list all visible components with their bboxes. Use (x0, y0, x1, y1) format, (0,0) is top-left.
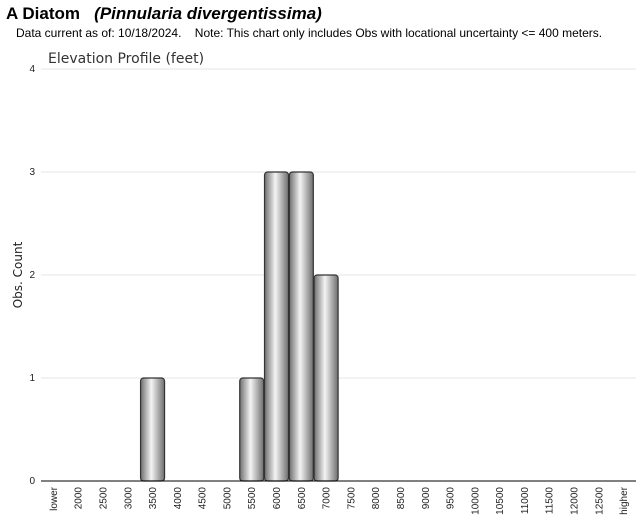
data-current-date: Data current as of: 10/18/2024. (16, 26, 182, 40)
bar-6000 (263, 171, 290, 482)
x-tick-label: 7500 (346, 487, 357, 510)
species-scientific-name: (Pinnularia divergentissima) (94, 4, 322, 23)
x-tick-label: 6000 (272, 487, 283, 510)
y-tick-label: 4 (29, 64, 35, 75)
y-axis-label: Obs. Count (11, 241, 25, 308)
x-tick-label: 12500 (594, 487, 605, 515)
x-tick-label: 4000 (173, 487, 184, 510)
x-tick-label: 3000 (123, 487, 134, 510)
y-tick-label: 0 (29, 476, 35, 487)
x-tick-label: 9500 (446, 487, 457, 510)
bars (139, 171, 339, 482)
x-tick-labels: lower 2000 2500 3000 3500 4000 4500 5000 5500 600… (49, 486, 630, 514)
grid-lines (41, 68, 636, 379)
species-common-name: A Diatom (6, 4, 80, 23)
chart-header-title: A Diatom (Pinnularia divergentissima) (6, 4, 322, 24)
x-tick-label: 9000 (421, 487, 432, 510)
x-tick-label: 3500 (148, 487, 159, 510)
x-tick-label: 10000 (470, 487, 481, 515)
x-tick-label: 5000 (222, 487, 233, 510)
x-tick-label: 11500 (545, 487, 556, 515)
y-tick-label: 1 (29, 373, 35, 384)
bar-3500 (139, 377, 166, 482)
x-tick-label: 2500 (98, 487, 109, 510)
bar-7000 (313, 274, 339, 482)
y-tick-labels: 0 1 2 3 4 (29, 64, 35, 487)
chart-header-note: Data current as of: 10/18/2024. Note: Th… (16, 26, 602, 40)
x-tick-label: higher (619, 486, 630, 514)
x-tick-label: 12000 (570, 487, 581, 515)
x-tick-label: 10500 (495, 487, 506, 515)
uncertainty-note: Note: This chart only includes Obs with … (194, 26, 603, 40)
bar-5500 (239, 377, 265, 482)
chart-title: Elevation Profile (feet) (48, 51, 204, 67)
bar-6500 (288, 171, 314, 482)
y-tick-label: 2 (29, 270, 35, 281)
y-tick-label: 3 (29, 167, 35, 178)
x-tick-label: 11000 (520, 487, 531, 515)
x-tick-label: 6500 (297, 487, 308, 510)
x-tick-label: 8000 (371, 487, 382, 510)
x-tick-label: 2000 (74, 487, 85, 510)
x-tick-label: 4500 (198, 487, 209, 510)
x-tick-label: 8500 (396, 487, 407, 510)
x-tick-label: 7000 (322, 487, 333, 510)
x-tick-label: lower (49, 486, 60, 511)
x-tick-label: 5500 (247, 487, 258, 510)
